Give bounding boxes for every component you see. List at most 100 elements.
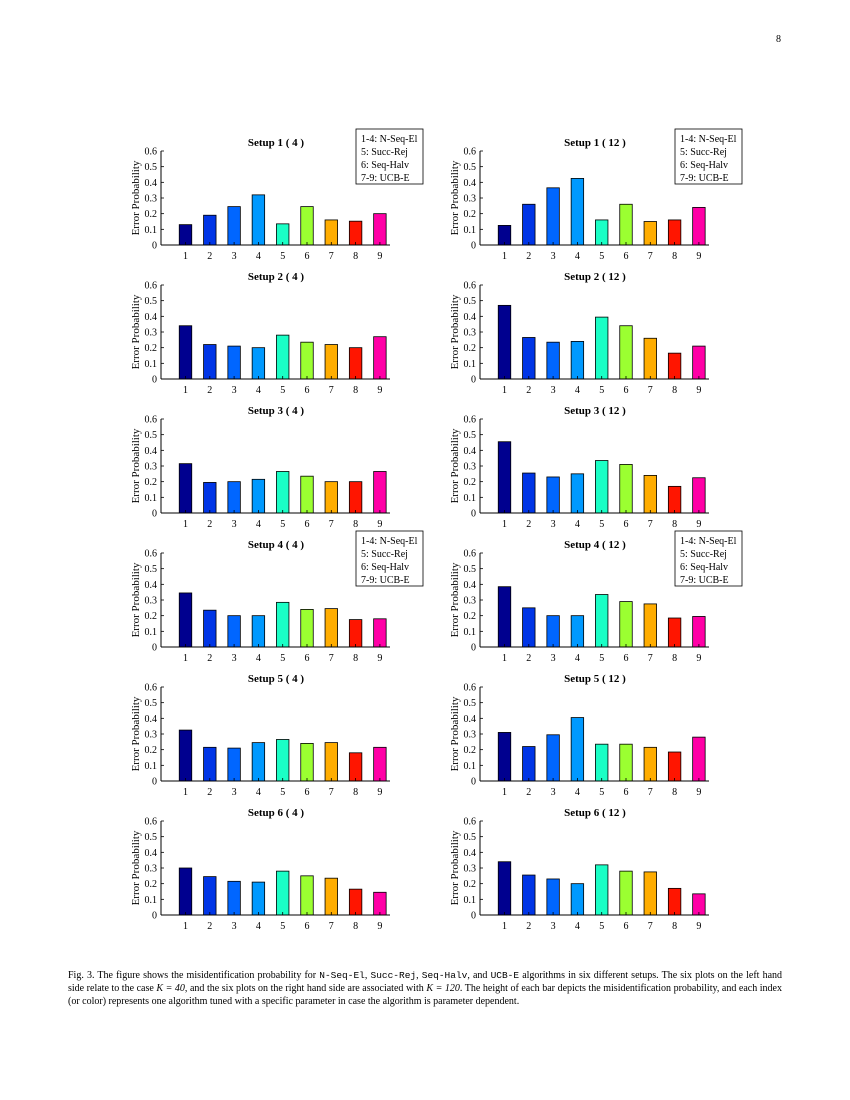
x-tick-label: 3 <box>232 251 237 262</box>
legend-entry: 7-9: UCB-E <box>680 173 729 184</box>
legend: 1-4: N-Seq-El 5: Succ-Rej 6: Seq-Halv 7-9: … <box>674 128 743 185</box>
bar-8 <box>348 347 363 380</box>
y-tick-label: 0.1 <box>464 761 477 772</box>
bar-5 <box>595 743 609 782</box>
bar-3 <box>546 878 560 916</box>
bar-3 <box>227 206 241 246</box>
y-tick-label: 0.2 <box>464 745 477 756</box>
y-tick-label: 0.3 <box>145 194 158 205</box>
bar-4 <box>251 615 266 648</box>
y-tick-label: 0.2 <box>145 879 158 890</box>
y-tick-label: 0.1 <box>464 895 477 906</box>
chart-title: Setup 6 ( 12 ) <box>564 807 626 819</box>
x-tick-label: 7 <box>648 921 653 932</box>
y-tick-label: 0.1 <box>145 493 158 504</box>
bar-5 <box>276 601 290 648</box>
legend-entry: 5: Succ-Rej <box>361 147 408 158</box>
y-axis-label: Error Probability <box>130 294 142 369</box>
x-tick-label: 3 <box>551 921 556 932</box>
bar-4 <box>570 473 585 514</box>
y-tick-label: 0.3 <box>145 328 158 339</box>
legend-entry: 7-9: UCB-E <box>361 575 410 586</box>
y-tick-label: 0.2 <box>464 879 477 890</box>
x-tick-label: 6 <box>624 251 629 262</box>
x-tick-label: 6 <box>624 653 629 664</box>
y-axis-label: Error Probability <box>449 294 461 369</box>
y-tick-label: 0 <box>471 241 476 252</box>
bar-3 <box>227 481 241 514</box>
x-tick-label: 7 <box>329 787 334 798</box>
y-tick-label: 0.5 <box>464 430 477 441</box>
caption-algorithm-name: N-Seq-El <box>319 970 365 981</box>
bar-7 <box>324 344 338 380</box>
x-tick-label: 9 <box>377 787 382 798</box>
x-tick-label: 3 <box>232 385 237 396</box>
x-tick-label: 8 <box>672 519 677 530</box>
bar-1 <box>178 463 193 514</box>
x-tick-label: 9 <box>696 519 701 530</box>
bar-1 <box>178 224 193 246</box>
y-axis-label: Error Probability <box>449 160 461 235</box>
bar-5 <box>595 316 609 380</box>
x-tick-label: 5 <box>280 921 285 932</box>
x-tick-label: 1 <box>502 653 507 664</box>
x-tick-label: 1 <box>183 251 188 262</box>
bar-8 <box>667 887 682 916</box>
bar-1 <box>497 441 512 514</box>
y-axis-label: Error Probability <box>449 562 461 637</box>
y-tick-label: 0.1 <box>145 895 158 906</box>
x-tick-label: 6 <box>305 385 310 396</box>
legend: 1-4: N-Seq-El 5: Succ-Rej 6: Seq-Halv 7-9: … <box>674 530 743 587</box>
x-tick-label: 3 <box>232 787 237 798</box>
x-tick-label: 8 <box>353 921 358 932</box>
chart-title: Setup 1 ( 4 ) <box>248 137 305 149</box>
chart-title: Setup 6 ( 4 ) <box>248 807 305 819</box>
bar-6 <box>300 341 314 380</box>
x-tick-label: 4 <box>575 653 580 664</box>
y-tick-label: 0.4 <box>145 580 158 591</box>
y-tick-label: 0.6 <box>145 683 158 694</box>
y-axis-label: Error Probability <box>130 160 142 235</box>
y-tick-label: 0.5 <box>464 162 477 173</box>
bar-9 <box>692 477 706 514</box>
x-tick-label: 4 <box>256 653 261 664</box>
x-tick-label: 1 <box>502 921 507 932</box>
y-tick-label: 0.3 <box>145 596 158 607</box>
bar-6 <box>619 325 633 380</box>
y-tick-label: 0 <box>152 241 157 252</box>
y-tick-label: 0.2 <box>464 343 477 354</box>
y-tick-label: 0.5 <box>145 832 158 843</box>
x-tick-label: 2 <box>526 251 531 262</box>
y-tick-label: 0.2 <box>464 611 477 622</box>
x-tick-label: 8 <box>672 787 677 798</box>
x-tick-label: 3 <box>551 519 556 530</box>
legend-box <box>674 128 743 185</box>
legend-entry: 6: Seq-Halv <box>361 160 409 171</box>
x-tick-label: 4 <box>256 921 261 932</box>
bar-4 <box>570 883 585 916</box>
bar-6 <box>619 743 633 782</box>
bar-6 <box>619 601 633 648</box>
x-tick-label: 2 <box>526 519 531 530</box>
y-tick-label: 0.5 <box>145 162 158 173</box>
caption-algorithm-name: Succ-Rej <box>370 970 417 981</box>
x-tick-label: 4 <box>256 787 261 798</box>
y-tick-label: 0.3 <box>464 328 477 339</box>
y-tick-label: 0.1 <box>464 225 477 236</box>
x-tick-label: 3 <box>551 251 556 262</box>
bar-4 <box>251 194 266 246</box>
x-tick-label: 8 <box>672 653 677 664</box>
bar-6 <box>300 475 314 514</box>
bar-8 <box>348 220 363 246</box>
x-tick-label: 2 <box>207 787 212 798</box>
x-tick-label: 2 <box>526 921 531 932</box>
legend-entry: 5: Succ-Rej <box>361 549 408 560</box>
bar-1 <box>178 867 193 916</box>
y-tick-label: 0 <box>152 643 157 654</box>
bar-8 <box>348 888 363 916</box>
bar-9 <box>373 891 387 916</box>
caption-text: , and <box>467 970 491 981</box>
